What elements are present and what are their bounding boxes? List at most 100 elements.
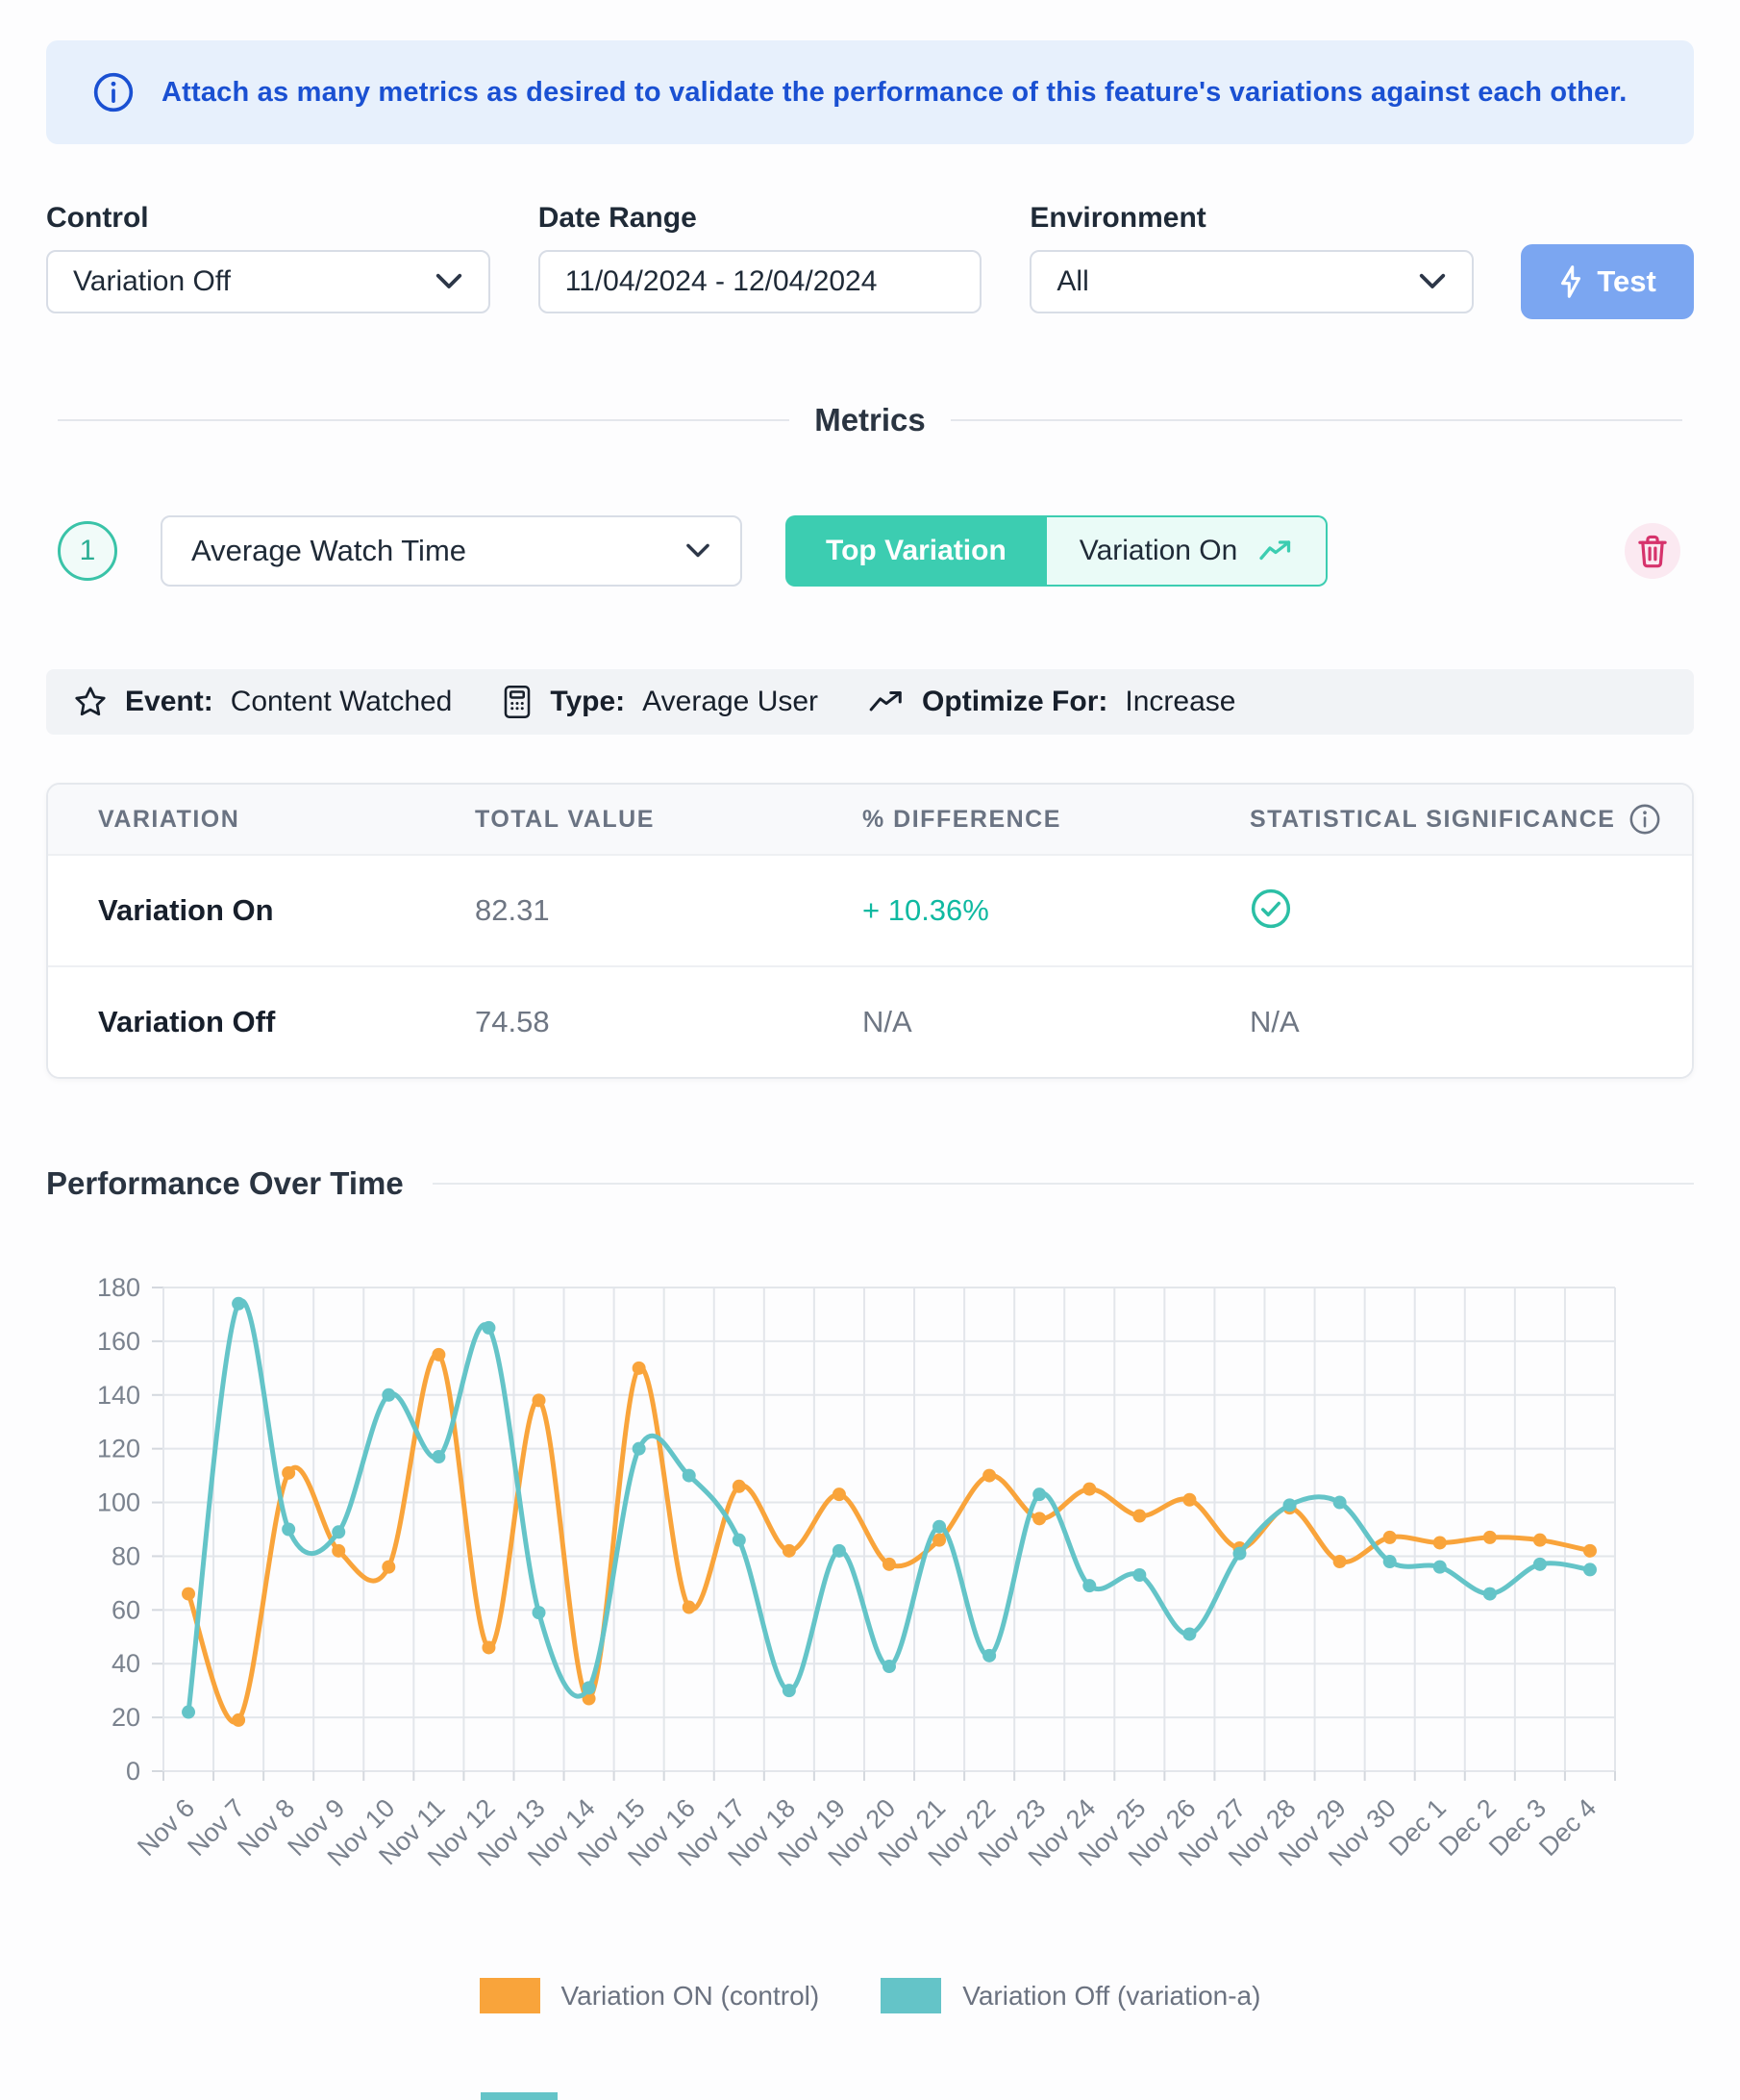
control-filter: Control Variation Off <box>46 202 490 313</box>
metric-select[interactable]: Average Watch Time <box>161 515 742 587</box>
legend-swatch-teal <box>881 1978 942 2013</box>
environment-select-value: All <box>1056 265 1089 297</box>
svg-text:40: 40 <box>112 1649 140 1678</box>
type-value: Average User <box>642 686 819 717</box>
divider-line <box>58 419 790 421</box>
svg-text:20: 20 <box>112 1703 140 1732</box>
top-variation-control: Top Variation Variation On <box>785 515 1329 587</box>
svg-text:100: 100 <box>97 1488 140 1517</box>
info-banner: Attach as many metrics as desired to val… <box>46 40 1694 144</box>
chevron-down-icon <box>1419 273 1446 288</box>
svg-text:160: 160 <box>97 1327 140 1356</box>
row-significance <box>1250 888 1692 935</box>
delete-metric-button[interactable] <box>1625 523 1680 579</box>
trend-up-icon <box>869 690 902 712</box>
partially-visible-element <box>481 2092 558 2100</box>
svg-text:0: 0 <box>126 1757 140 1786</box>
top-variation-button[interactable]: Top Variation <box>785 515 1047 587</box>
info-icon <box>93 72 134 112</box>
row-total-value: 82.31 <box>475 893 550 927</box>
top-variation-value[interactable]: Variation On <box>1046 515 1329 587</box>
chart-title: Performance Over Time <box>46 1165 404 1201</box>
test-button-label: Test <box>1597 264 1656 298</box>
date-range-filter: Date Range 11/04/2024 - 12/04/2024 <box>537 202 982 313</box>
trash-icon <box>1638 535 1667 568</box>
type-detail: Type: Average User <box>502 685 818 719</box>
row-significance: N/A <box>1250 1005 1300 1038</box>
event-label: Event: <box>125 686 213 717</box>
legend-label: Variation ON (control) <box>560 1980 820 2011</box>
svg-text:Dec 4: Dec 4 <box>1533 1793 1602 1862</box>
row-total-value: 74.58 <box>475 1005 550 1038</box>
date-range-value: 11/04/2024 - 12/04/2024 <box>564 265 878 297</box>
metric-details-bar: Event: Content Watched Type: Average Use… <box>46 669 1694 735</box>
control-label: Control <box>46 202 149 234</box>
environment-filter: Environment All <box>1030 202 1475 313</box>
metrics-divider: Metrics <box>46 402 1694 438</box>
table-row: Variation Off 74.58 N/A N/A <box>48 965 1692 1077</box>
row-difference: + 10.36% <box>862 893 989 927</box>
svg-text:80: 80 <box>112 1541 140 1570</box>
col-difference: % Difference <box>862 805 1061 833</box>
divider-line <box>432 1183 1694 1185</box>
svg-text:120: 120 <box>97 1435 140 1463</box>
legend-item-variation-off[interactable]: Variation Off (variation-a) <box>881 1978 1260 2013</box>
row-variation-name: Variation On <box>98 893 274 927</box>
metric-select-value: Average Watch Time <box>191 534 467 567</box>
svg-text:140: 140 <box>97 1381 140 1410</box>
svg-text:Nov 7: Nov 7 <box>182 1793 250 1862</box>
metrics-section-title: Metrics <box>814 402 926 438</box>
row-variation-name: Variation Off <box>98 1005 276 1038</box>
optimize-value: Increase <box>1125 686 1236 717</box>
svg-text:Dec 1: Dec 1 <box>1383 1793 1452 1862</box>
check-circle-icon <box>1251 888 1291 928</box>
star-icon <box>75 687 106 716</box>
svg-text:Dec 2: Dec 2 <box>1433 1793 1502 1862</box>
col-variation: Variation <box>98 805 240 833</box>
type-label: Type: <box>550 686 626 717</box>
optimize-label: Optimize For: <box>922 686 1108 717</box>
test-button[interactable]: Test <box>1521 244 1694 319</box>
banner-text: Attach as many metrics as desired to val… <box>162 76 1628 108</box>
table-header-row: Variation Total Value % Difference Stati… <box>48 785 1692 854</box>
chevron-down-icon <box>435 273 461 288</box>
info-icon[interactable] <box>1628 803 1661 836</box>
legend-label: Variation Off (variation-a) <box>962 1980 1261 2011</box>
environment-label: Environment <box>1030 202 1206 234</box>
chevron-down-icon <box>686 543 709 558</box>
metrics-page: Attach as many metrics as desired to val… <box>0 40 1740 2013</box>
date-range-label: Date Range <box>537 202 697 234</box>
col-significance-label: Statistical Significance <box>1250 805 1616 833</box>
svg-text:180: 180 <box>97 1273 140 1302</box>
metric-index-badge: 1 <box>58 521 117 581</box>
table-row: Variation On 82.31 + 10.36% <box>48 854 1692 965</box>
svg-text:Nov 8: Nov 8 <box>232 1793 300 1862</box>
metric-row: 1 Average Watch Time Top Variation Varia… <box>46 515 1694 587</box>
top-variation-name: Variation On <box>1079 535 1238 566</box>
control-select-value: Variation Off <box>73 265 231 297</box>
col-significance: Statistical Significance <box>1250 803 1692 836</box>
chart-title-row: Performance Over Time <box>46 1165 1694 1202</box>
calculator-icon <box>505 685 531 719</box>
environment-select[interactable]: All <box>1030 250 1475 313</box>
date-range-input[interactable]: 11/04/2024 - 12/04/2024 <box>537 250 982 313</box>
control-select[interactable]: Variation Off <box>46 250 490 313</box>
row-difference: N/A <box>862 1005 912 1038</box>
legend-swatch-orange <box>479 1978 540 2013</box>
event-value: Content Watched <box>230 686 453 717</box>
lightning-icon <box>1561 265 1581 298</box>
trend-up-icon <box>1259 540 1291 561</box>
filters-row: Control Variation Off Date Range 11/04/2… <box>46 202 1694 319</box>
results-table: Variation Total Value % Difference Stati… <box>46 783 1694 1079</box>
svg-text:60: 60 <box>112 1595 140 1624</box>
legend-item-variation-on[interactable]: Variation ON (control) <box>479 1978 820 2013</box>
col-total-value: Total Value <box>475 805 655 833</box>
divider-line <box>950 419 1682 421</box>
svg-text:Nov 6: Nov 6 <box>132 1793 200 1862</box>
event-detail: Event: Content Watched <box>73 685 452 719</box>
chart-legend: Variation ON (control) Variation Off (va… <box>46 1978 1694 2013</box>
svg-text:Dec 3: Dec 3 <box>1483 1793 1552 1862</box>
optimize-detail: Optimize For: Increase <box>868 686 1235 718</box>
